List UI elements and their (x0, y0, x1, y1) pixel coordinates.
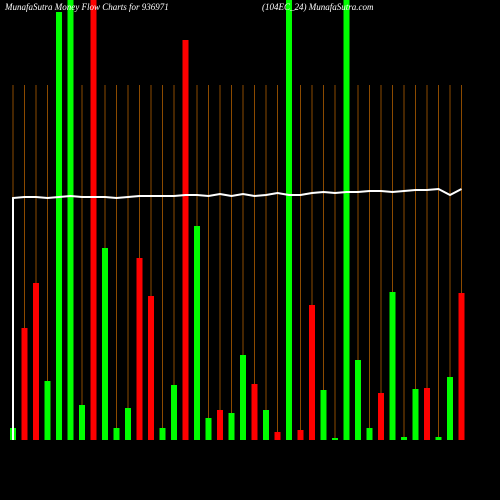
bar (424, 388, 430, 440)
bar (21, 328, 28, 440)
line (12, 187, 462, 440)
bar (378, 393, 384, 440)
bar (44, 381, 51, 440)
bar (274, 432, 281, 440)
bar (389, 292, 396, 440)
bar (90, 0, 97, 440)
bar (355, 360, 361, 440)
bar (251, 384, 258, 440)
bar (205, 418, 212, 440)
bar (56, 12, 62, 440)
bar (458, 293, 465, 440)
bar (136, 258, 143, 440)
bar (148, 296, 154, 440)
bar (217, 410, 223, 440)
chart-subtitle: (104EC_24) MunafaSutra.com (262, 2, 374, 12)
bar (435, 437, 442, 440)
bar (125, 408, 131, 440)
bar (171, 385, 177, 440)
bar (412, 389, 419, 440)
bar (309, 305, 315, 440)
bar (67, 0, 74, 440)
bar (113, 428, 120, 440)
bar (159, 428, 166, 440)
bar (286, 0, 292, 440)
bar (320, 390, 327, 440)
bar (33, 283, 39, 440)
bar (240, 355, 246, 440)
bar (194, 226, 200, 440)
bar (401, 437, 407, 440)
bar (297, 430, 304, 440)
bar (366, 428, 373, 440)
bar (228, 413, 235, 440)
bar (102, 248, 108, 440)
bar (263, 410, 269, 440)
chart-title: MunafaSutra Money Flow Charts for 936971 (4, 2, 169, 12)
bar (332, 438, 338, 440)
bar (447, 377, 453, 440)
bar (182, 40, 189, 440)
bar (79, 405, 85, 440)
bar (343, 0, 350, 440)
